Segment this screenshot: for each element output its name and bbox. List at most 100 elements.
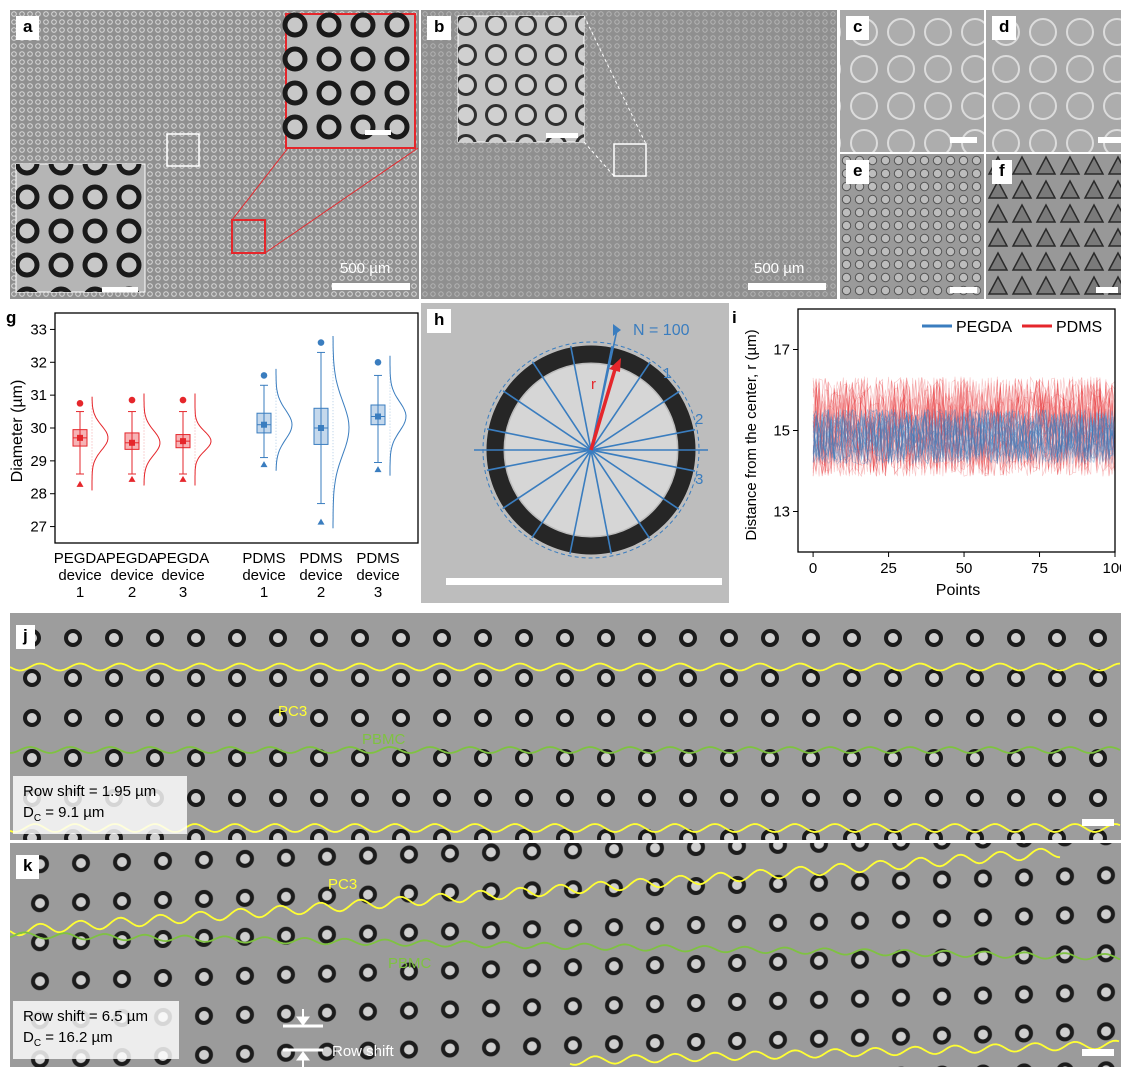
g-category-3-line-1: PEGDA (157, 550, 210, 567)
g-box-6 (370, 355, 407, 476)
panel-g-ylabel: Diameter (µm) (9, 380, 26, 483)
g-max-5 (317, 339, 325, 346)
g-ytick-label-4: 31 (30, 387, 47, 404)
i-trace-PEGDA-1 (812, 409, 1116, 465)
g-category-5-line-1: PDMS (299, 550, 342, 567)
i-trace-PEGDA-10 (812, 409, 1116, 465)
g-ytick-label-2: 29 (30, 453, 47, 470)
k-pc3-trajectory (10, 847, 1061, 937)
i-trace-PEGDA-14 (812, 408, 1116, 465)
panel-b-inset (457, 15, 585, 143)
g-category-4-line-1: PDMS (242, 550, 285, 567)
panel-k-scalebar (1082, 1049, 1114, 1056)
g-min-4 (260, 461, 268, 468)
panel-h-tick-2: 2 (695, 411, 703, 428)
g-distribution-6 (389, 355, 407, 476)
panel-b-image (421, 10, 837, 299)
i-trace-PDMS-12 (812, 376, 1116, 471)
g-category-4-line-3: 1 (260, 584, 268, 601)
panel-j-image: PC3 PBMC (10, 613, 1121, 840)
radius-arrow (589, 365, 618, 451)
panel-g-label: g (6, 308, 16, 327)
i-trace-PEGDA-12 (812, 408, 1116, 465)
i-trace-PDMS-6 (812, 379, 1116, 477)
i-trace-PDMS-0 (812, 377, 1116, 476)
g-distribution-1 (91, 396, 109, 491)
panel-f: f (986, 154, 1121, 299)
panel-b-scalebar (748, 283, 826, 290)
panel-a-scalebar (332, 283, 410, 290)
g-ytick-label-1: 28 (30, 486, 47, 503)
g-category-3-line-2: device (161, 567, 204, 584)
i-trace-PDMS-5 (812, 377, 1116, 477)
panel-j-pc3-label: PC3 (278, 703, 307, 720)
panel-k-image: Row shift PC3 PBMC (10, 843, 1121, 1067)
g-category-1-line-3: 1 (76, 584, 84, 601)
i-trace-PDMS-17 (812, 376, 1116, 477)
g-category-6-line-2: device (356, 567, 399, 584)
panel-j-dc: DC = 9.1 µm (23, 804, 105, 824)
k-pbmc-trajectory (10, 931, 1121, 961)
i-trace-PDMS-22 (812, 379, 1116, 475)
panel-i-chart: i 0 25 50 75 100 13 15 17 Distance from the cen… (732, 308, 1121, 599)
panel-a-scalebar-label: 500 µm (340, 260, 391, 277)
i-trace-PEGDA-2 (812, 408, 1116, 465)
panel-b-label: b (427, 16, 452, 40)
legend-pdms: PDMS (1056, 319, 1102, 336)
i-trace-PEGDA-13 (812, 409, 1116, 464)
panel-b-scalebar-label: 500 µm (754, 260, 805, 277)
g-distribution-2 (143, 393, 161, 486)
panel-e: e (840, 154, 984, 299)
j-pc3-trajectory-bottom (10, 823, 1121, 833)
panel-k-label: k (16, 855, 40, 879)
panel-d-label: d (992, 16, 1017, 40)
i-series-PDMS (812, 376, 1116, 477)
i-trace-PDMS-11 (812, 377, 1116, 477)
panel-e-label: e (846, 160, 870, 184)
panel-j: PC3 PBMC j Row shift = 1.95 µm DC = 9.1 … (10, 613, 1121, 840)
g-max-3 (179, 396, 187, 404)
g-category-1-line-1: PEGDA (54, 550, 107, 567)
g-min-6 (374, 466, 382, 473)
i-trace-PEGDA-23 (812, 409, 1116, 463)
g-category-2-line-3: 2 (128, 584, 136, 601)
i-trace-PDMS-16 (812, 377, 1116, 477)
i-trace-PEGDA-20 (812, 408, 1116, 465)
panel-h-r-label: r (591, 376, 596, 393)
panel-h-image: N = 100 r 1 2 3 (421, 303, 729, 603)
panel-j-pbmc-label: PBMC (362, 731, 406, 748)
g-category-4-line-2: device (242, 567, 285, 584)
panel-j-info: Row shift = 1.95 µm DC = 9.1 µm (13, 776, 187, 834)
i-trace-PEGDA-25 (812, 408, 1116, 463)
g-max-6 (374, 358, 382, 366)
i-trace-PEGDA-24 (812, 409, 1116, 463)
i-trace-PDMS-25 (812, 379, 1116, 474)
g-category-5-line-2: device (299, 567, 342, 584)
k-pc3-trajectory-bottom (569, 1039, 1120, 1066)
panel-k-arrow-label: Row shift (332, 1043, 395, 1060)
g-distribution-3 (194, 393, 212, 486)
i-trace-PEGDA-5 (812, 408, 1116, 465)
i-trace-PDMS-9 (812, 377, 1116, 476)
g-min-2 (128, 475, 136, 482)
i-trace-PDMS-24 (812, 376, 1116, 476)
i-trace-PDMS-20 (812, 376, 1116, 474)
g-box-1 (72, 396, 109, 491)
panel-i-legend: PEGDA PDMS (922, 319, 1102, 336)
panel-i: i 0 25 50 75 100 13 15 17 Distance from the cen… (730, 303, 1121, 603)
panel-h-n-label: N = 100 (633, 322, 690, 339)
i-trace-PDMS-23 (812, 377, 1116, 477)
panel-k-pc3-label: PC3 (328, 876, 357, 893)
panel-a-image (10, 10, 419, 299)
g-category-2-line-2: device (110, 567, 153, 584)
j-pc3-trajectory (10, 662, 1121, 672)
panel-g: g 27 28 29 30 31 32 33 PEGDA device 1 PEGDA device… (0, 303, 428, 603)
g-ytick-label-5: 32 (30, 354, 47, 371)
panel-h-tick-1: 1 (663, 365, 671, 382)
i-trace-PEGDA-17 (812, 408, 1116, 465)
i-trace-PDMS-10 (812, 377, 1116, 477)
g-min-1 (76, 480, 84, 487)
i-trace-PDMS-21 (812, 378, 1116, 477)
g-box-5 (313, 335, 350, 529)
i-ytick-label-2: 17 (773, 342, 790, 359)
